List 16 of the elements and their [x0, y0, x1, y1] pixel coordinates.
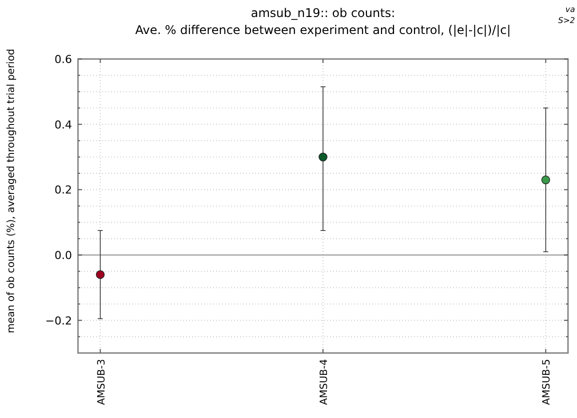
- y-tick-label: 0.0: [54, 249, 72, 262]
- point: [96, 270, 105, 279]
- chart-subtitle: Ave. % difference between experiment and control, (|e|-|c|)/|c|: [135, 23, 511, 37]
- y-tick-label: −0.2: [45, 314, 72, 328]
- y-tick-label: 0.4: [54, 118, 72, 132]
- chart-title: amsub_n19:: ob counts:: [250, 6, 396, 20]
- x-tick-label: AMSUB-5: [542, 359, 553, 405]
- point: [541, 176, 550, 184]
- y-tick-label: 0.6: [54, 53, 72, 66]
- x-tick-label: AMSUB-3: [96, 359, 108, 405]
- x-tick-label: AMSUB-4: [319, 359, 330, 405]
- y-axis-title: mean of ob counts (%), averaged throughout trial period: [6, 48, 17, 334]
- y-tick-label: 0.2: [54, 184, 72, 197]
- text: S>2: [558, 16, 575, 25]
- point: [318, 152, 328, 162]
- text: va: [565, 5, 576, 14]
